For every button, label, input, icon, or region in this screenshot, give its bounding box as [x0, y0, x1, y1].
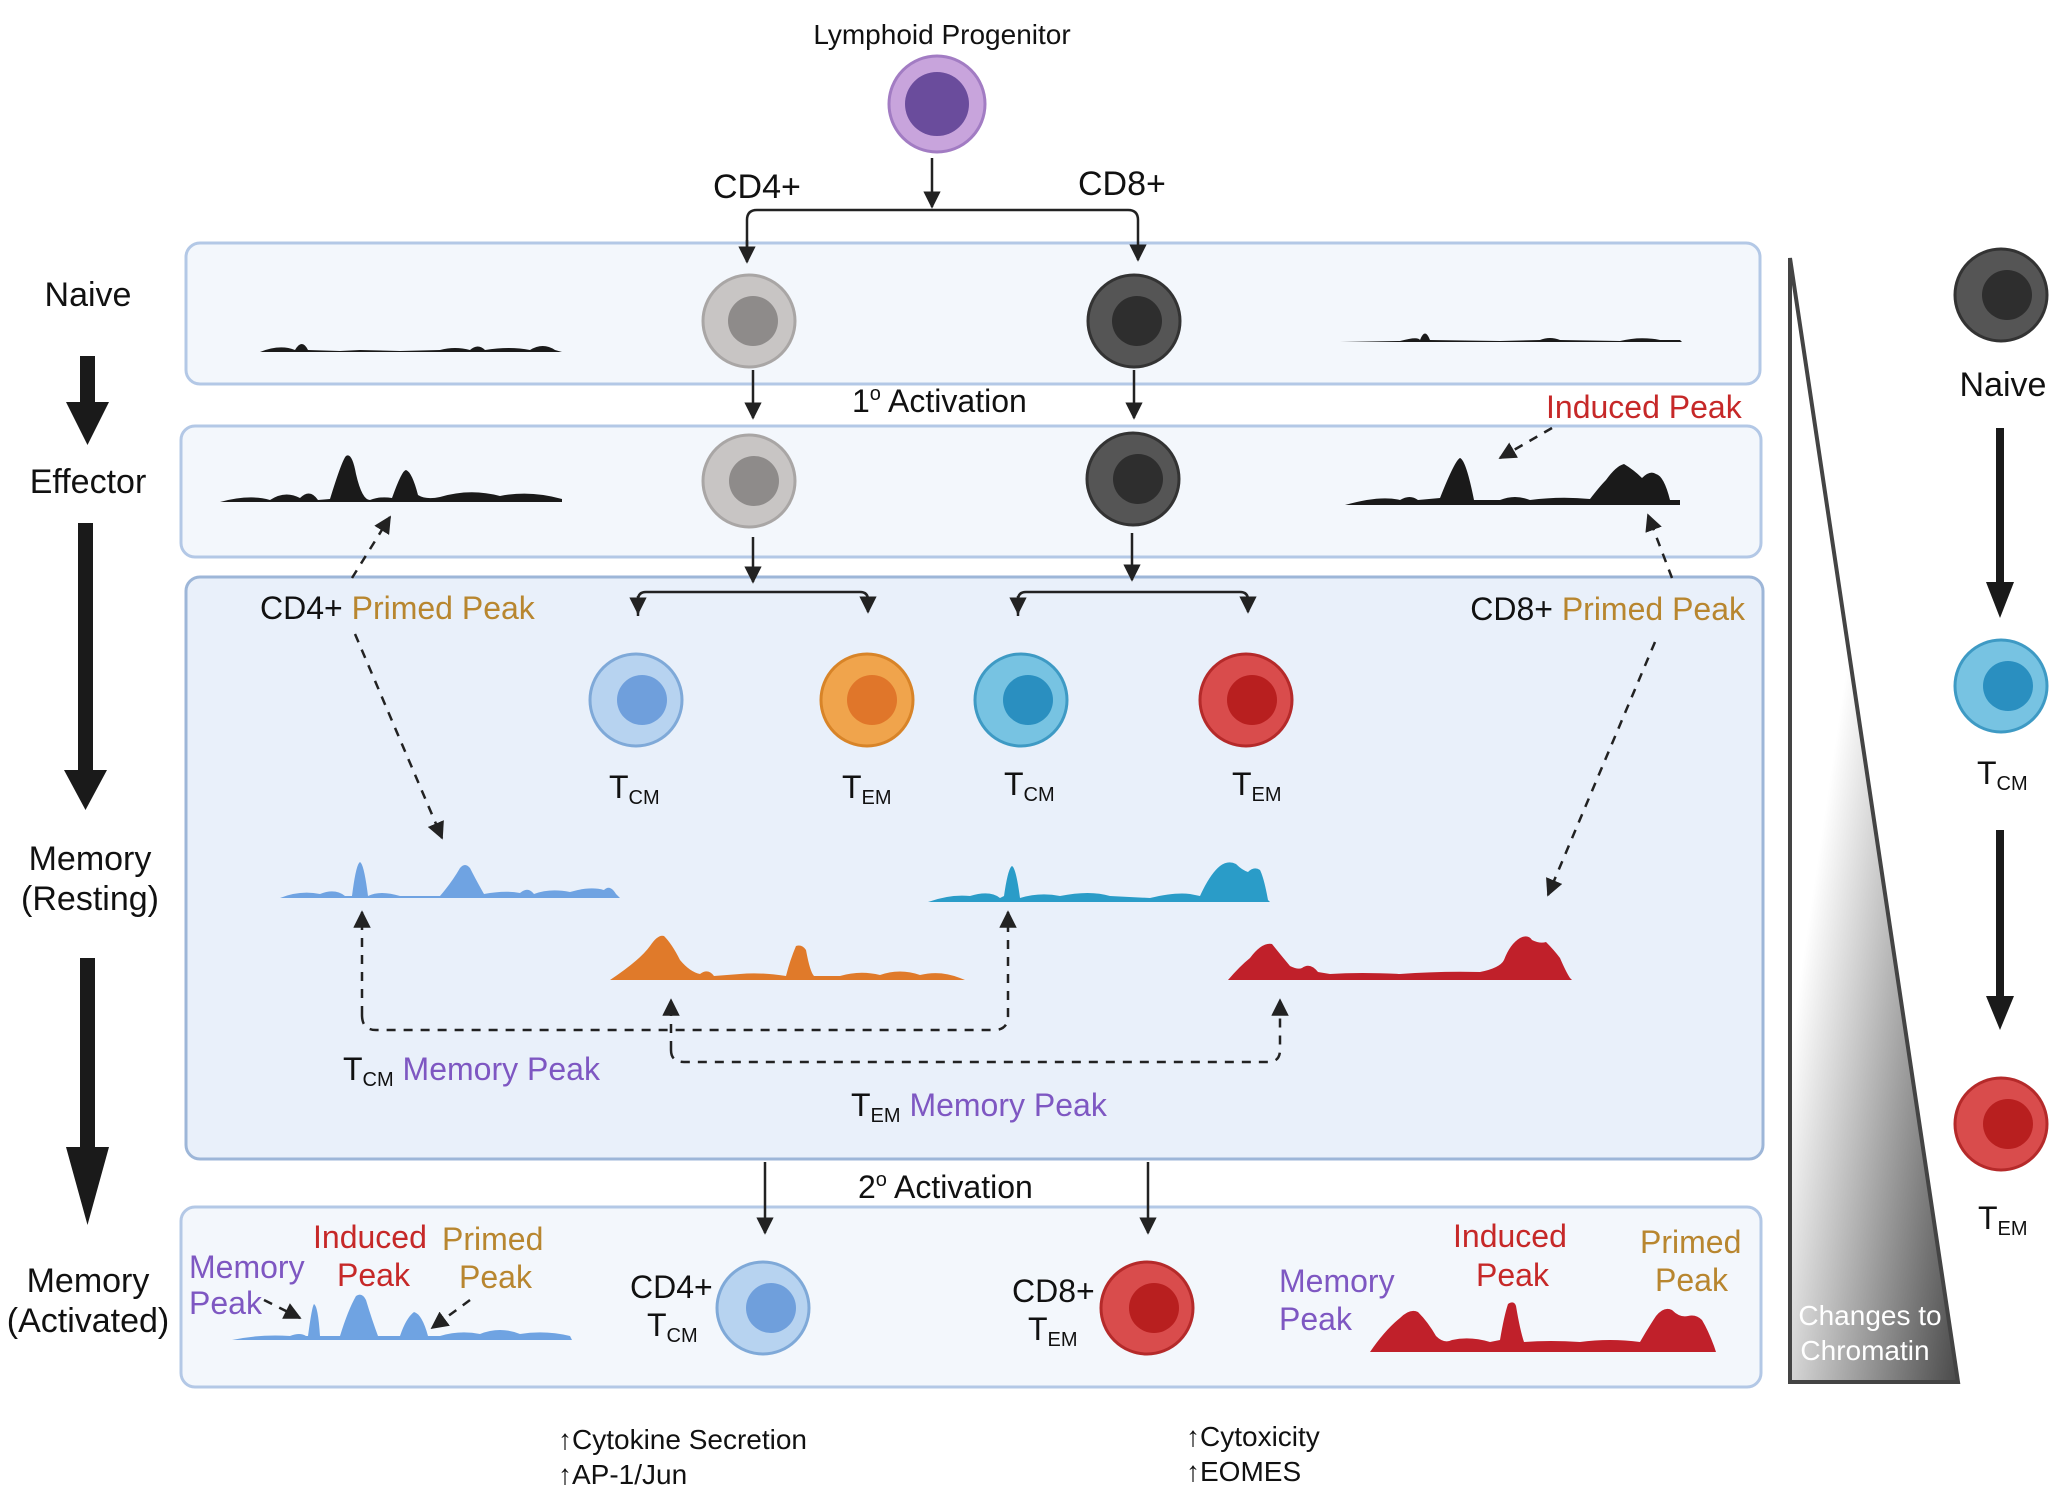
- cd8-primed-peak-label: CD8+ Primed Peak: [1470, 591, 1746, 627]
- cd8-function-cytotoxicity: ↑Cytoxicity: [1186, 1421, 1320, 1452]
- cd4-function-cytokine: ↑Cytokine Secretion: [558, 1424, 807, 1455]
- cd4-tcm-resting-peak-track: [280, 862, 620, 898]
- legend-arrow-2: [1986, 830, 2014, 1030]
- legend-tem-cell: [1953, 1076, 2049, 1172]
- cd4-tcm-label: TCM: [609, 769, 660, 809]
- cd4-effector-peak-track: [220, 455, 562, 502]
- chromatin-change-gradient: [1788, 257, 1961, 1384]
- cd4-activated-tcm-label: TCM: [647, 1307, 698, 1347]
- cd8-tem-cell: [1198, 652, 1294, 748]
- stage-arrow-3: [66, 958, 109, 1225]
- cd8-activated-tem-cell: [1099, 1260, 1195, 1356]
- legend-tcm-label: TCM: [1977, 755, 2028, 795]
- cd8-function-eomes: ↑EOMES: [1186, 1456, 1301, 1487]
- cd4-activated-memory-peak-word: Peak: [189, 1285, 263, 1321]
- cd4-tem-label: TEM: [842, 769, 892, 809]
- cd4-tem-resting-peak-track: [610, 935, 965, 980]
- effector-induced-peak-label: Induced Peak: [1546, 389, 1743, 425]
- cd8-tem-resting-peak-track: [1228, 936, 1572, 980]
- legend-tem-label: TEM: [1978, 1200, 2028, 1240]
- cd8-effector-peak-track: [1345, 458, 1680, 505]
- cd8-tcm-label: TCM: [1004, 766, 1055, 806]
- cd8-lineage-label: CD8+: [1078, 165, 1166, 203]
- cd8-activated-primed-peak-word: Peak: [1655, 1262, 1729, 1298]
- progenitor-label: Lymphoid Progenitor: [813, 19, 1070, 50]
- stage-arrow-1: [66, 356, 109, 445]
- cd4-activated-primed-label: Primed: [442, 1221, 543, 1257]
- cd4-activated-induced-label: Induced: [313, 1219, 427, 1255]
- cd4-activated-primed-peak-word: Peak: [459, 1259, 533, 1295]
- tcm-memory-peak-label: TCM Memory Peak: [343, 1051, 601, 1091]
- gradient-label-line-1: Changes to: [1798, 1300, 1941, 1331]
- cd4-naive-cell: [701, 273, 797, 369]
- cd4-activated-tcm-cell: [715, 1260, 811, 1356]
- cd8-activated-induced-peak-word: Peak: [1476, 1257, 1550, 1293]
- stage-arrow-2: [64, 523, 107, 810]
- memory-activated-panel: [179, 1205, 1763, 1389]
- legend-naive-cell: [1953, 247, 2049, 343]
- cd8-activated-memory-peak-word: Peak: [1279, 1301, 1353, 1337]
- cd8-activated-primed-label: Primed: [1640, 1224, 1741, 1260]
- cd4-lineage-label: CD4+: [713, 168, 801, 206]
- cd8-naive-peak-track: [1340, 333, 1682, 342]
- cd4-activated-induced-peak-word: Peak: [337, 1257, 411, 1293]
- cd8-tcm-cell: [973, 652, 1069, 748]
- stage-memory-activated-label-1: Memory: [27, 1262, 150, 1300]
- cd8-effector-cell: [1085, 431, 1181, 527]
- cd8-activated-peak-track: [1370, 1302, 1716, 1352]
- lymphoid-progenitor-cell: [887, 54, 987, 154]
- cd8-activated-tem-label: TEM: [1028, 1311, 1078, 1351]
- cd4-tcm-cell: [588, 652, 684, 748]
- gradient-label-line-2: Chromatin: [1800, 1335, 1929, 1366]
- cd4-function-ap1: ↑AP-1/Jun: [558, 1459, 687, 1490]
- cd8-naive-cell: [1086, 273, 1182, 369]
- secondary-activation-label: 2o Activation: [858, 1169, 1033, 1205]
- cd4-effector-cell: [701, 433, 797, 529]
- cd4-activated-lineage-label: CD4+: [630, 1269, 713, 1305]
- legend-arrow-1: [1986, 428, 2014, 618]
- naive-panel: [184, 241, 1762, 386]
- memory-resting-panel: [184, 575, 1765, 1161]
- cd8-tem-label: TEM: [1232, 766, 1282, 806]
- primary-activation-label: 1o Activation: [852, 383, 1027, 419]
- cd8-activated-lineage-label: CD8+: [1012, 1273, 1095, 1309]
- effector-panel: [179, 424, 1763, 559]
- cd8-tcm-resting-peak-track: [928, 862, 1270, 902]
- cd4-activated-peak-track: [232, 1294, 572, 1340]
- stage-effector-label: Effector: [30, 463, 147, 501]
- cd4-primed-peak-label: CD4+ Primed Peak: [260, 590, 536, 626]
- legend-tcm-cell: [1953, 638, 2049, 734]
- cd4-tem-cell: [819, 652, 915, 748]
- stage-memory-activated-label-2: (Activated): [7, 1302, 170, 1340]
- legend-naive-label: Naive: [1960, 366, 2047, 404]
- stage-memory-resting-label-1: Memory: [29, 840, 152, 878]
- cd4-activated-memory-label: Memory: [189, 1249, 305, 1285]
- cd8-activated-memory-label: Memory: [1279, 1263, 1395, 1299]
- cd4-naive-peak-track: [220, 344, 562, 352]
- stage-naive-label: Naive: [45, 276, 132, 314]
- stage-memory-resting-label-2: (Resting): [21, 880, 159, 918]
- tem-memory-peak-label: TEM Memory Peak: [851, 1087, 1108, 1127]
- cd8-activated-induced-label: Induced: [1453, 1218, 1567, 1254]
